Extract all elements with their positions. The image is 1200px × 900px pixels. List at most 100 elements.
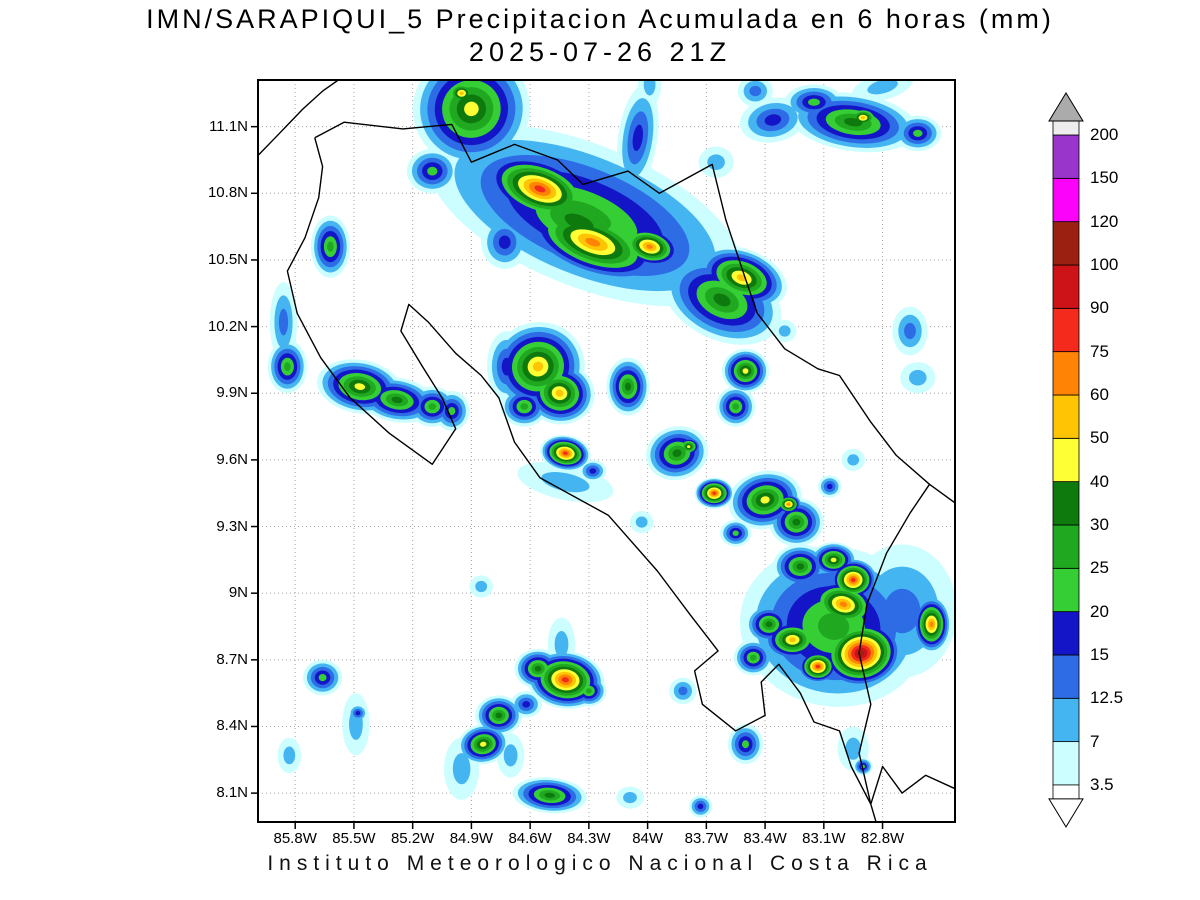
- precip-contour: [541, 472, 590, 493]
- precip-contour: [532, 361, 544, 372]
- coastline-path: [286, 137, 872, 805]
- precip-contour: [815, 664, 820, 669]
- precip-contour: [354, 383, 366, 390]
- colorbar-segment: [1052, 567, 1080, 613]
- precip-contour: [845, 737, 861, 760]
- colorbar-segment: [1052, 481, 1080, 526]
- lon-tick-label: 83.7W: [684, 830, 729, 847]
- coastline-path: [858, 483, 931, 822]
- lat-tick-label: 9N: [228, 584, 248, 602]
- precip-contour: [808, 98, 820, 106]
- coastline-path: [314, 121, 955, 504]
- precip-contour: [464, 101, 479, 117]
- precip-contour: [765, 621, 773, 628]
- precip-contour: [750, 654, 757, 661]
- colorbar-tick-label: 50: [1090, 428, 1109, 447]
- colorbar-tick-label: 30: [1090, 515, 1109, 534]
- precip-contour: [646, 244, 654, 249]
- precip-contour: [760, 496, 770, 504]
- lon-tick-label: 83.4W: [743, 830, 787, 847]
- precip-contour: [561, 677, 569, 683]
- colorbar-segment: [1052, 264, 1080, 309]
- precip-contour: [778, 325, 791, 337]
- colorbar-tick-label: 15: [1090, 645, 1109, 664]
- lat-tick-label: 10.8N: [207, 184, 248, 202]
- precip-contour: [909, 369, 927, 386]
- precip-contour: [742, 368, 749, 374]
- precip-contour: [826, 483, 833, 490]
- precip-contour: [459, 91, 464, 95]
- precip-contour: [623, 792, 637, 804]
- coastlines: [258, 80, 955, 822]
- lon-tick-label: 85.5W: [332, 830, 376, 847]
- precip-contour: [585, 237, 601, 247]
- lon-tick-label: 85.8W: [273, 830, 317, 847]
- colorbar-segment: [1052, 351, 1080, 396]
- precip-contour: [534, 665, 542, 672]
- colorbar-tick-label: 7: [1090, 732, 1100, 751]
- precip-contour: [283, 746, 296, 765]
- axis-ticks: [251, 125, 884, 829]
- precip-contour: [495, 712, 503, 719]
- lon-tick-label: 84W: [632, 830, 664, 847]
- precip-contour: [278, 308, 289, 336]
- precip-contour: [544, 792, 555, 798]
- precip-contour: [672, 449, 682, 458]
- colorbar-segment: [1052, 177, 1080, 223]
- precip-contour: [749, 85, 762, 97]
- precip-contour: [624, 382, 632, 391]
- colorbar-tick-label: 90: [1090, 298, 1109, 317]
- lat-tick-label: 11.1N: [209, 117, 248, 135]
- lon-tick-label: 84.6W: [508, 830, 552, 847]
- lat-tick-label: 8.7N: [216, 650, 248, 668]
- precip-contour: [839, 601, 848, 608]
- colorbar-tick-label: 150: [1090, 168, 1119, 187]
- colorbar: [1048, 92, 1084, 828]
- precip-contour: [522, 701, 531, 708]
- precip-contour: [589, 468, 597, 474]
- precip-contour: [448, 407, 456, 415]
- lon-tick-label: 84.9W: [449, 830, 494, 847]
- precip-contour: [929, 621, 934, 628]
- lat-tick-label: 9.6N: [216, 450, 248, 468]
- coastline-path: [258, 80, 339, 156]
- colorbar-tick-label: 75: [1090, 342, 1109, 361]
- precip-contour: [732, 530, 739, 536]
- colorbar-segment: [1052, 697, 1080, 743]
- colorbar-tick-label: 100: [1090, 255, 1119, 274]
- precip-contour: [732, 403, 739, 410]
- precip-contour: [475, 580, 488, 593]
- precip-contour: [712, 491, 716, 495]
- precip-contour: [503, 744, 518, 767]
- coastline-path: [870, 765, 955, 805]
- map-datetime: 2025-07-26 21Z: [468, 37, 732, 67]
- precip-contour: [787, 503, 790, 506]
- colorbar-segment: [1052, 134, 1080, 179]
- colorbar-over-segment: [1052, 120, 1080, 136]
- map-frame: [257, 79, 956, 823]
- precip-contour: [327, 241, 334, 252]
- precipitation-field: [267, 80, 955, 818]
- colorbar-tick-label: 12.5: [1090, 688, 1124, 707]
- lat-tick-label: 9.9N: [216, 384, 248, 402]
- precip-contour: [427, 166, 438, 176]
- colorbar-tick-label: 3.5: [1090, 775, 1114, 794]
- colorbar-tick-label: 120: [1090, 212, 1119, 231]
- colorbar-tick-label: 20: [1090, 602, 1109, 621]
- lon-tick-label: 82.8W: [860, 830, 905, 847]
- precip-contour: [817, 613, 850, 640]
- precip-contour: [678, 686, 688, 696]
- precip-contour: [789, 637, 796, 643]
- precip-contour: [860, 116, 866, 120]
- lon-tick-label: 84.3W: [567, 830, 611, 847]
- lat-tick-label: 8.1N: [216, 784, 248, 802]
- precip-contour: [697, 803, 704, 810]
- colorbar-segment: [1052, 611, 1080, 656]
- colorbar-tick-label: 40: [1090, 472, 1109, 491]
- map-canvas: [251, 79, 956, 829]
- precip-contour: [867, 80, 898, 95]
- precip-contour: [355, 710, 361, 716]
- colorbar-tick-label: 25: [1090, 558, 1109, 577]
- colorbar-segment: [1052, 394, 1080, 439]
- precip-contour: [563, 451, 568, 455]
